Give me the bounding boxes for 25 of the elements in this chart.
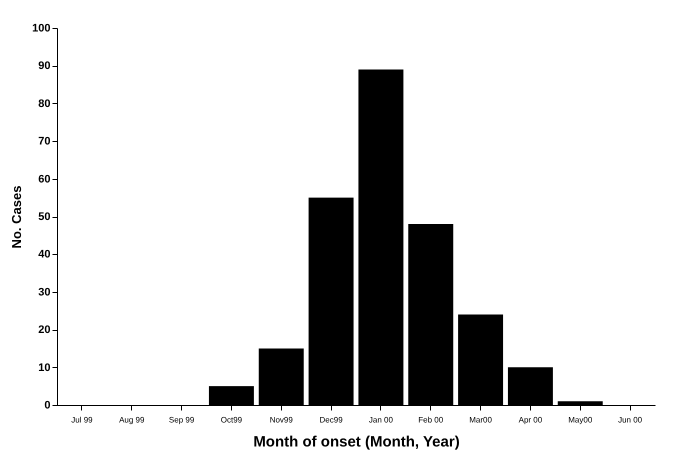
x-tick-label: Mar00	[469, 416, 492, 424]
y-tick-label: 100	[32, 22, 50, 34]
x-tick-label: Oct99	[220, 416, 243, 424]
y-tick-label: 30	[38, 286, 50, 298]
y-tick-label: 10	[38, 362, 50, 374]
x-tick-label: May00	[568, 416, 593, 424]
y-tick-label: 70	[38, 136, 50, 148]
y-axis-title: No. Cases	[9, 186, 24, 248]
y-tick-label: 0	[44, 400, 50, 412]
y-tick-label: 40	[38, 248, 50, 261]
x-tick-label: Sep 99	[168, 416, 195, 424]
x-tick-label: Nov99	[270, 416, 294, 424]
y-tick-label: 20	[38, 324, 50, 336]
x-tick-label: Apr 00	[518, 416, 543, 424]
x-axis-title: Month of onset (Month, Year)	[253, 434, 460, 450]
y-tick-label: 50	[38, 211, 50, 223]
x-tick-label: Jul 99	[71, 416, 94, 424]
x-tick-label: Aug 99	[119, 416, 145, 424]
x-tick-label: Jan 00	[368, 416, 394, 424]
y-tick-label: 80	[38, 98, 50, 110]
x-tick-label: Jun 00	[618, 416, 643, 424]
x-tick-label: Feb 00	[418, 416, 444, 424]
y-tick-label: 60	[38, 173, 50, 186]
y-tick-label: 90	[38, 60, 50, 72]
x-tick-label: Dec99	[320, 416, 344, 424]
